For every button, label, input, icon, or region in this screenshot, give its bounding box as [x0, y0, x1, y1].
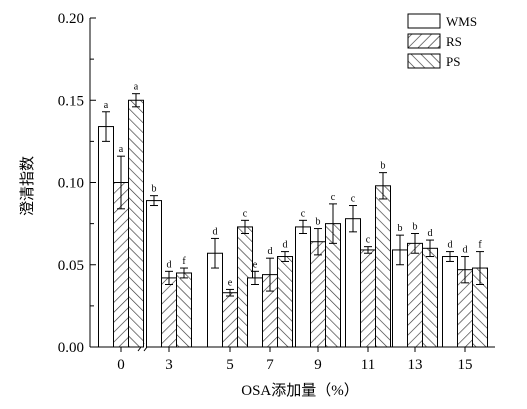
sig-letter-rs-13: b [413, 221, 418, 232]
sig-letter-wms-15: d [448, 240, 453, 251]
x-tick-label: 13 [408, 357, 423, 373]
bar-wms-15 [442, 256, 458, 348]
sig-letter-rs-3: d [167, 259, 172, 270]
y-tick-label: 0.00 [58, 340, 84, 356]
y-axis-ticks: 0.00 0.05 0.10 0.15 0.20 [58, 11, 96, 356]
y-axis-title: 澄清指数 [19, 156, 36, 216]
bar-rs-11 [360, 249, 376, 348]
legend-label-rs: RS [446, 34, 462, 49]
x-tick-label: 5 [226, 357, 234, 373]
legend-swatch-rs [407, 33, 441, 49]
bar-rs-9 [310, 241, 326, 348]
sig-letter-rs-11: c [366, 235, 371, 246]
y-tick-label: 0.15 [58, 93, 84, 109]
bar-wms-3 [146, 200, 162, 348]
sig-letter-ps-3: f [182, 256, 186, 267]
sig-letter-rs-5: e [228, 277, 233, 288]
legend-label-ps: PS [446, 54, 460, 69]
sig-letter-rs-9: b [316, 217, 321, 228]
y-tick-label: 0.20 [58, 11, 84, 27]
bar-ps-3 [176, 272, 192, 348]
sig-letter-wms-5: d [213, 226, 218, 237]
sig-letter-ps-15: f [478, 240, 482, 251]
sig-letter-ps-13: d [428, 228, 433, 239]
bar-series [98, 99, 488, 348]
bar-rs-5 [222, 292, 238, 348]
sig-letter-wms-11: c [351, 194, 356, 205]
y-tick-label: 0.05 [58, 258, 84, 274]
sig-letter-ps-0: a [134, 82, 139, 93]
bar-wms-11 [345, 218, 361, 348]
sig-letter-ps-7: d [283, 240, 288, 251]
bar-wms-7 [247, 277, 263, 348]
sig-letter-rs-7: d [268, 246, 273, 257]
sig-letter-rs-0: a [119, 144, 124, 155]
sig-letter-wms-0: a [104, 100, 109, 111]
x-tick-label: 7 [266, 357, 274, 373]
legend-swatch-ps [407, 53, 441, 69]
sig-letter-wms-13: b [398, 223, 403, 234]
x-axis-ticks: 0 3 5 7 9 11 13 15 [117, 347, 473, 373]
x-tick-label: 11 [361, 357, 375, 373]
error-bars [102, 93, 484, 297]
x-tick-label: 9 [314, 357, 322, 373]
x-tick-label: 15 [458, 357, 473, 373]
x-tick-label: 0 [117, 357, 125, 373]
bar-wms-9 [295, 226, 311, 348]
x-tick-label: 3 [165, 357, 173, 373]
legend-label-wms: WMS [446, 14, 477, 29]
sig-letter-ps-5: c [243, 208, 248, 219]
bar-rs-13 [407, 242, 423, 348]
sig-letter-ps-11: b [381, 161, 386, 172]
bar-wms-0 [98, 126, 114, 348]
bar-ps-0 [128, 99, 144, 348]
sig-letter-wms-3: b [152, 184, 157, 195]
bar-ps-13 [422, 247, 438, 348]
sig-letter-ps-9: c [331, 192, 336, 203]
sig-letter-wms-7: e [253, 259, 258, 270]
bar-ps-7 [277, 256, 293, 348]
legend-swatch-wms [407, 13, 441, 29]
bar-ps-11 [375, 185, 391, 348]
y-tick-label: 0.10 [58, 176, 84, 192]
x-axis-title: OSA添加量（%） [241, 382, 359, 399]
bar-rs-3 [161, 277, 177, 348]
sig-letter-rs-15: d [463, 245, 468, 256]
legend: WMS RS PS [407, 13, 477, 69]
sig-letter-wms-9: c [301, 208, 306, 219]
